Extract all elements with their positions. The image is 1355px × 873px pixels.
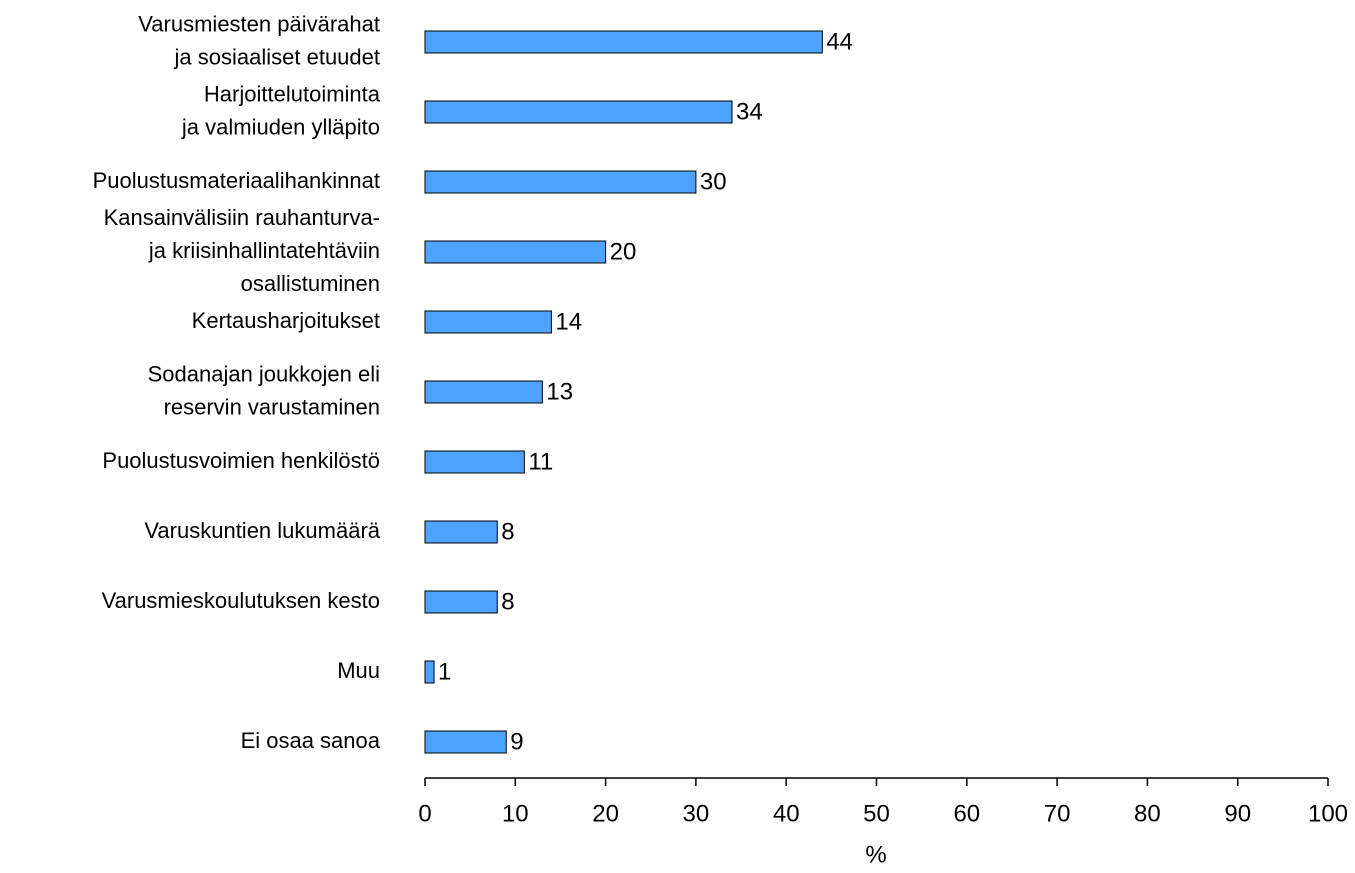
x-tick-label: 90	[1224, 800, 1251, 827]
value-label: 14	[555, 308, 582, 335]
x-tick-label: 10	[502, 800, 529, 827]
bar	[424, 520, 498, 544]
x-tick-label: 100	[1308, 800, 1348, 827]
bar	[424, 590, 498, 614]
x-tick-label: 30	[683, 800, 710, 827]
y-tick-label: Puolustusmateriaalihankinnat	[93, 168, 380, 193]
bar	[424, 30, 823, 54]
bar	[424, 170, 697, 194]
y-tick-label: Muu	[337, 658, 380, 683]
bar	[424, 450, 525, 474]
x-tick-label: 50	[863, 800, 890, 827]
x-tick-label: 80	[1134, 800, 1161, 827]
y-tick-label: Ei osaa sanoa	[241, 728, 381, 753]
x-tick-label: 20	[592, 800, 619, 827]
value-label: 30	[700, 168, 727, 195]
value-label: 44	[826, 28, 853, 55]
y-tick-label: Kertausharjoitukset	[192, 308, 380, 333]
value-label: 8	[501, 518, 514, 545]
bar	[424, 310, 552, 334]
y-tick-label: Varuskuntien lukumäärä	[144, 518, 380, 543]
value-label: 11	[528, 448, 553, 475]
value-label: 34	[736, 98, 763, 125]
x-tick-label: 40	[773, 800, 800, 827]
y-tick-label: Varusmiesten päivärahat ja sosiaaliset et…	[138, 11, 380, 69]
value-label: 1	[438, 658, 451, 685]
y-tick-label: Sodanajan joukkojen eli reservin varustam…	[148, 361, 380, 419]
x-tick-label: 70	[1044, 800, 1071, 827]
bar	[424, 730, 507, 754]
value-label: 20	[610, 238, 637, 265]
y-tick-label: Puolustusvoimien henkilöstö	[102, 448, 380, 473]
y-tick-label: Kansainvälisiin rauhanturva-ja kriisinha…	[104, 205, 380, 296]
value-label: 9	[510, 728, 523, 755]
y-tick-label: Harjoittelutoiminta ja valmiuden ylläpito	[181, 81, 381, 139]
x-axis-label: %	[865, 841, 886, 868]
bar	[424, 100, 733, 124]
y-tick-label: Varusmieskoulutuksen kesto	[102, 588, 380, 613]
bar	[424, 240, 607, 264]
value-label: 13	[546, 378, 573, 405]
value-label: 8	[501, 588, 514, 615]
x-tick-label: 0	[418, 800, 431, 827]
bar	[424, 660, 435, 684]
x-tick-label: 60	[953, 800, 980, 827]
bar	[424, 380, 543, 404]
